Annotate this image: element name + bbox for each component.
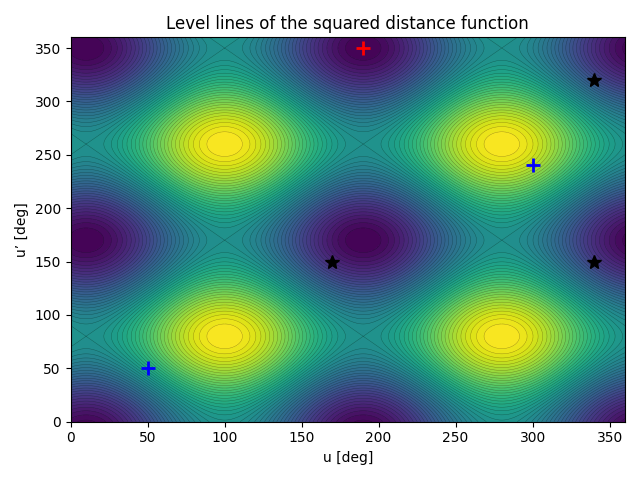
X-axis label: u [deg]: u [deg] [323, 451, 373, 465]
Y-axis label: u’ [deg]: u’ [deg] [15, 202, 29, 257]
Title: Level lines of the squared distance function: Level lines of the squared distance func… [166, 15, 529, 33]
